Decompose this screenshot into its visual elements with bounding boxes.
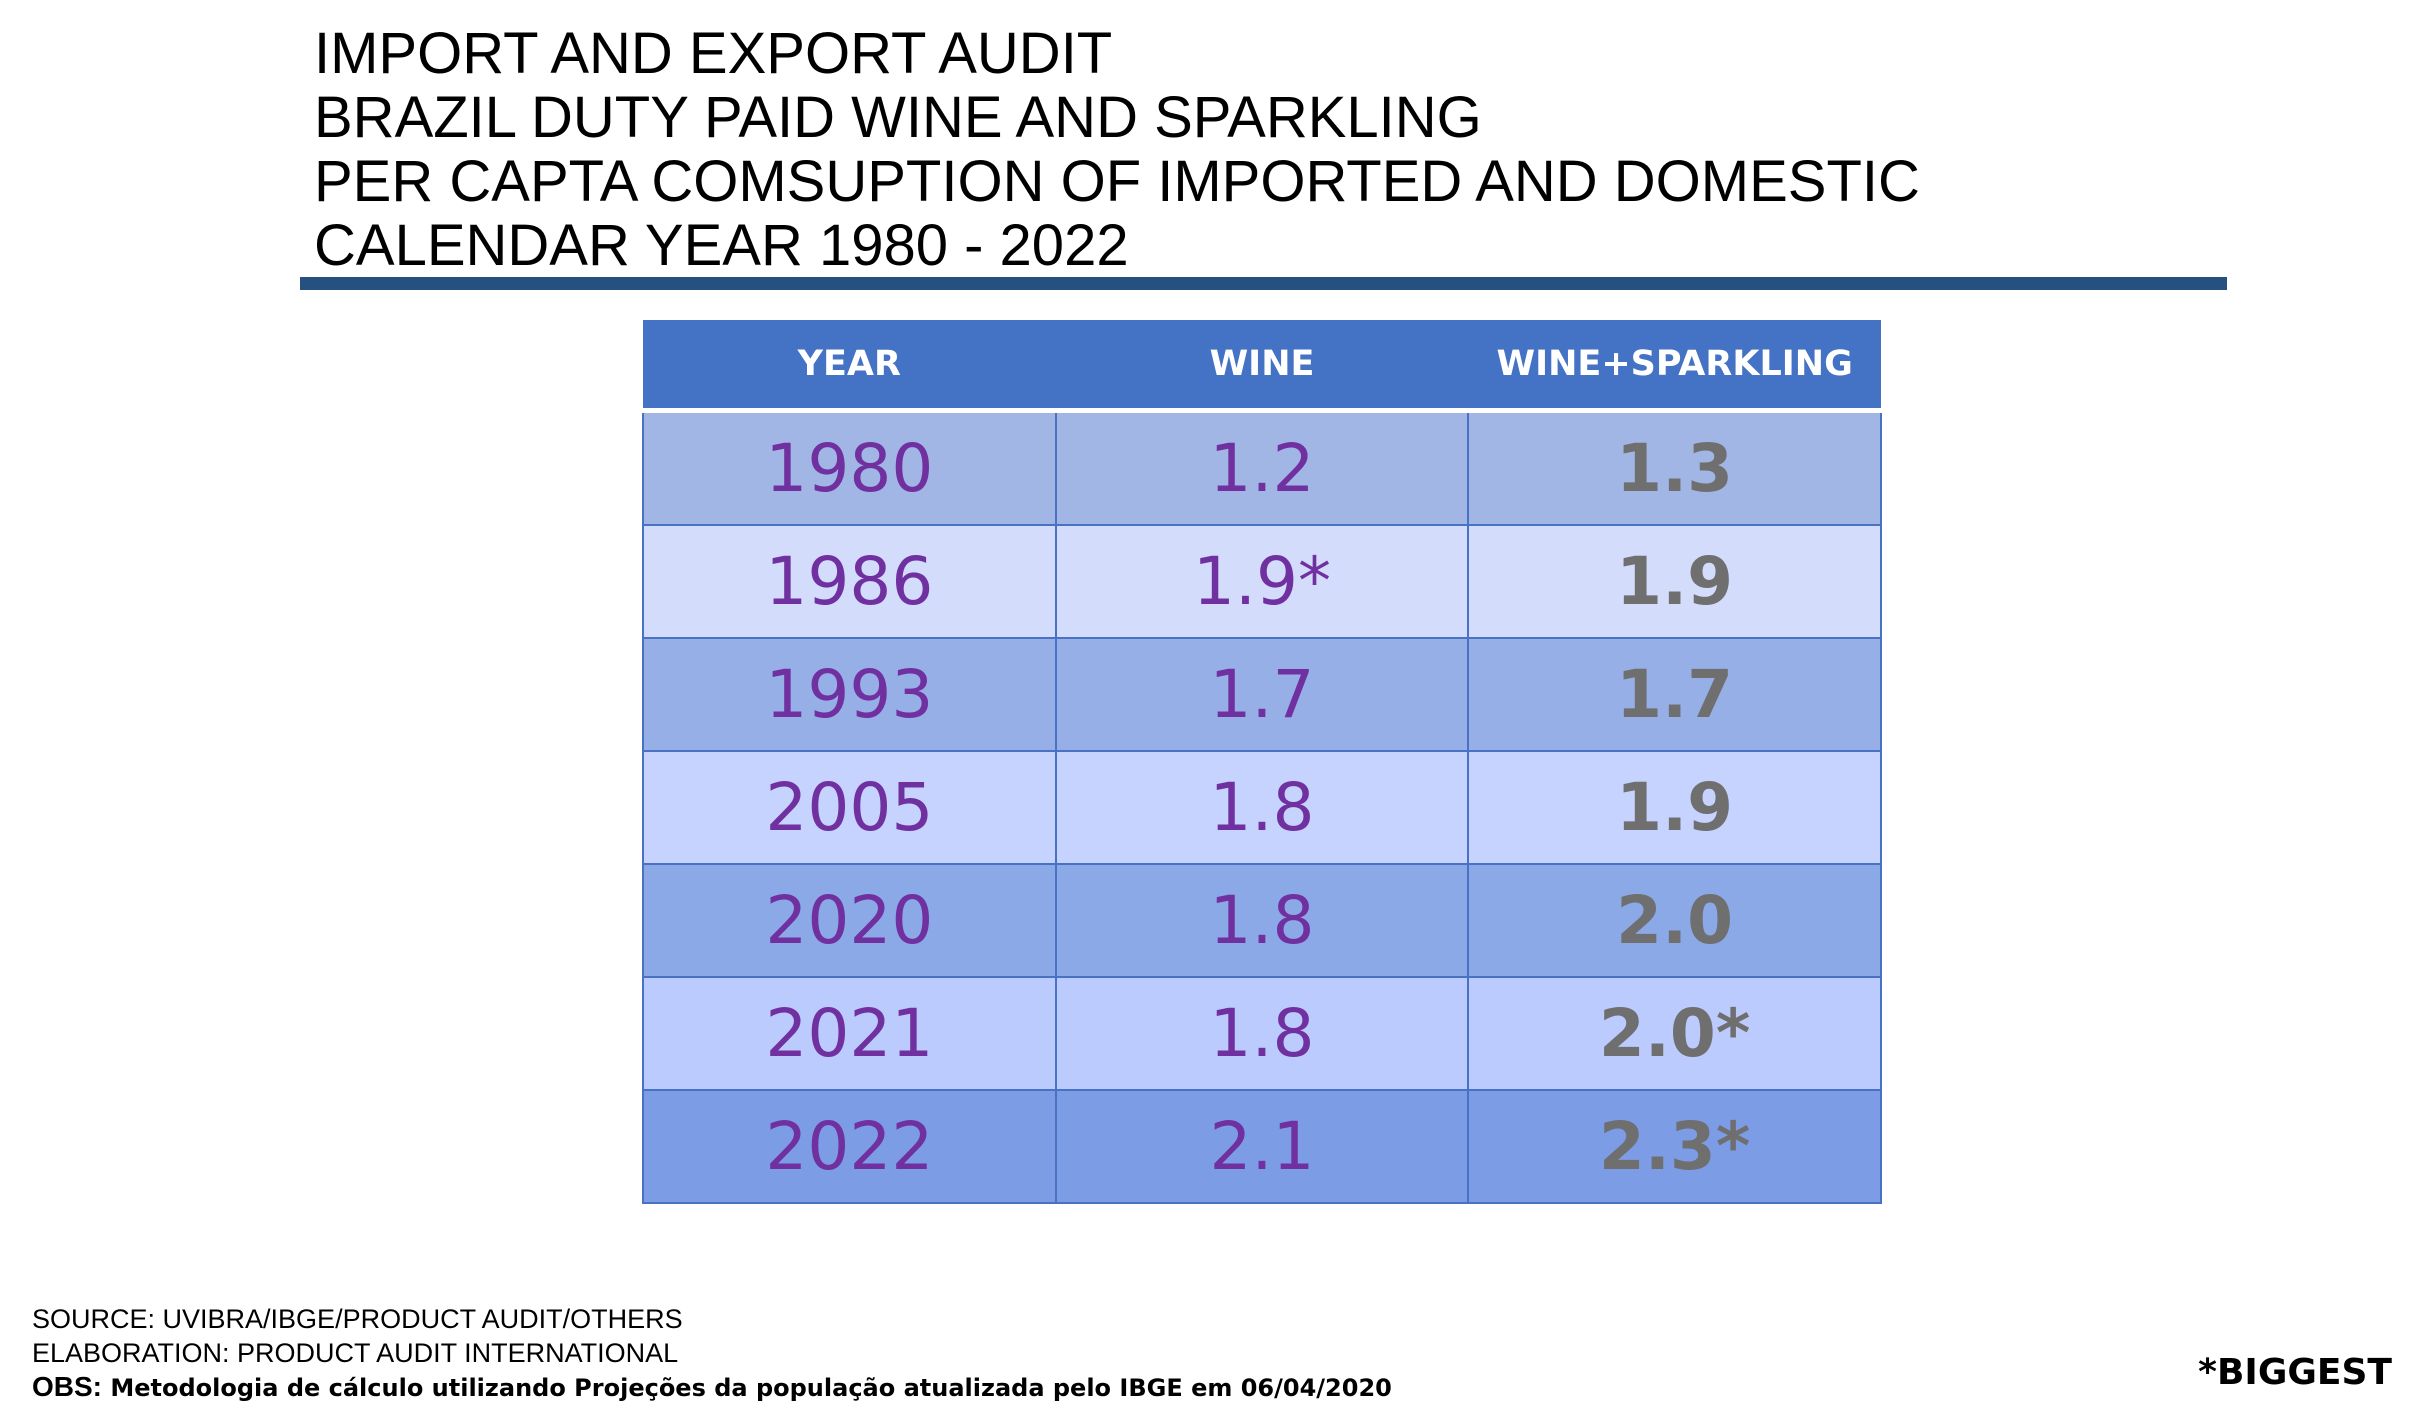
year-cell: 2021 [642,976,1057,1091]
year-column-header: YEAR [643,320,1056,413]
wine-sparkling-cell: 1.7 [1467,637,1882,752]
table-row: 1980 1.2 1.3 [642,409,1882,526]
wine-sparkling-cell: 2.0 [1467,863,1882,978]
wine-sparkling-column-header: WINE+SPARKLING [1468,320,1881,413]
year-cell: 1986 [642,524,1057,639]
wine-cell: 1.8 [1054,976,1470,1091]
table-row: 2021 1.8 2.0* [642,976,1882,1091]
wine-cell: 2.1 [1054,1089,1470,1204]
wine-cell: 1.8 [1054,863,1470,978]
table-row: 2005 1.8 1.9 [642,750,1882,865]
obs-text: Metodologia de cálculo utilizando Projeç… [110,1374,1392,1402]
wine-sparkling-cell: 1.9 [1467,524,1882,639]
obs-note: OBS: Metodologia de cálculo utilizando P… [32,1370,1392,1405]
consumption-table: YEAR WINE WINE+SPARKLING 1980 1.2 1.3 19… [642,320,1882,1204]
wine-sparkling-cell: 1.3 [1467,409,1882,526]
table-row: 1986 1.9* 1.9 [642,524,1882,639]
source-note: SOURCE: UVIBRA/IBGE/PRODUCT AUDIT/OTHERS [32,1304,683,1334]
wine-cell: 1.7 [1054,637,1470,752]
title-line-3: PER CAPTA COMSUPTION OF IMPORTED AND DOM… [314,149,1920,214]
wine-column-header: WINE [1055,320,1469,413]
wine-cell: 1.9* [1054,524,1470,639]
table-header-row: YEAR WINE WINE+SPARKLING [643,320,1881,413]
year-cell: 1993 [642,637,1057,752]
year-cell: 2022 [642,1089,1057,1204]
year-cell: 2020 [642,863,1057,978]
year-cell: 1980 [642,409,1057,526]
table-row: 2020 1.8 2.0 [642,863,1882,978]
biggest-footnote: *BIGGEST [2198,1352,2392,1393]
table-row: 1993 1.7 1.7 [642,637,1882,752]
table-row: 2022 2.1 2.3* [642,1089,1882,1204]
wine-sparkling-cell: 2.3* [1467,1089,1882,1204]
wine-sparkling-cell: 2.0* [1467,976,1882,1091]
elaboration-note: ELABORATION: PRODUCT AUDIT INTERNATIONAL [32,1338,679,1368]
wine-sparkling-cell: 1.9 [1467,750,1882,865]
wine-cell: 1.8 [1054,750,1470,865]
title-line-4: CALENDAR YEAR 1980 - 2022 [314,213,1129,278]
title-divider [300,277,2227,290]
page-title: IMPORT AND EXPORT AUDIT BRAZIL DUTY PAID… [314,22,2214,278]
footer-notes: SOURCE: UVIBRA/IBGE/PRODUCT AUDIT/OTHERS… [32,1302,1392,1405]
title-line-2: BRAZIL DUTY PAID WINE AND SPARKLING [314,85,1482,150]
wine-cell: 1.2 [1054,409,1470,526]
obs-label: OBS: [32,1371,102,1402]
year-cell: 2005 [642,750,1057,865]
title-line-1: IMPORT AND EXPORT AUDIT [314,21,1113,86]
